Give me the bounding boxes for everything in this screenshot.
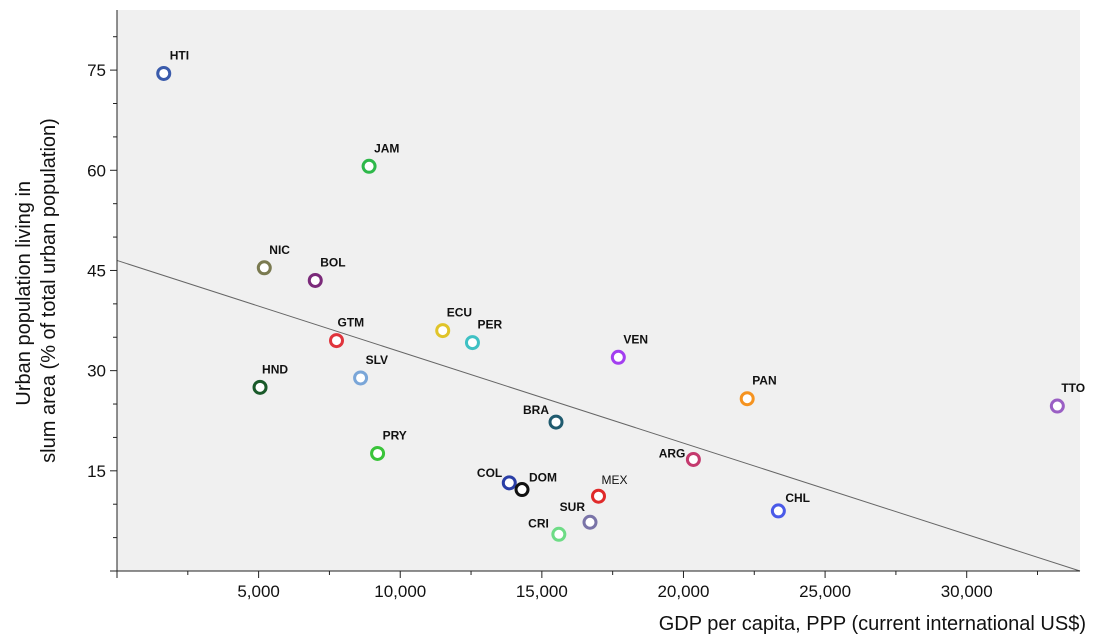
point-label-cri: CRI [528, 516, 549, 530]
point-label-hti: HTI [170, 48, 189, 62]
data-point-cri [551, 526, 567, 542]
data-point-hnd [252, 379, 268, 395]
point-label-bra: BRA [523, 403, 549, 417]
data-point-per [464, 335, 480, 351]
y-tick-label: 30 [87, 362, 106, 381]
y-axis-title-line-2: slum area (% of total urban population) [38, 118, 60, 463]
axes: 5,000 10,000 15,000 20,000 25,000 30,000 15 30 4… [87, 10, 1080, 601]
y-axis-title-line-1: Urban population living in [13, 181, 35, 406]
point-label-col: COL [477, 466, 502, 480]
point-label-dom: DOM [529, 471, 557, 485]
x-axis-title: GDP per capita, PPP (current internation… [659, 613, 1086, 635]
y-axis-title: Urban population living in slum area (% … [13, 118, 60, 463]
data-point-slv [353, 370, 369, 386]
data-point-sur [582, 514, 598, 530]
trend-line [116, 259, 1081, 572]
data-point-bol [307, 272, 323, 288]
point-label-pry: PRY [383, 428, 407, 442]
data-point-col [501, 475, 517, 491]
y-tick-label: 15 [87, 462, 106, 481]
data-point-mex [591, 488, 606, 504]
x-tick-label: 5,000 [237, 582, 280, 601]
plot-area [117, 10, 1080, 571]
point-label-jam: JAM [374, 141, 399, 155]
data-point-jam [361, 158, 377, 174]
point-label-slv: SLV [366, 353, 388, 367]
x-tick-label: 20,000 [657, 582, 709, 601]
point-label-bol: BOL [320, 255, 345, 269]
y-tick-label: 45 [87, 261, 106, 280]
data-point-pry [370, 445, 386, 461]
data-point-nic [256, 260, 272, 276]
data-points: HTI JAM NIC BOL GTM ECU PER VEN HND SLV PAN TTO BRA P… [156, 48, 1085, 542]
data-point-tto [1049, 398, 1065, 414]
point-label-ecu: ECU [447, 306, 472, 320]
point-label-nic: NIC [269, 243, 290, 257]
y-tick-label: 75 [87, 61, 106, 80]
x-tick-label: 10,000 [374, 582, 426, 601]
data-point-chl [770, 503, 786, 519]
x-tick-label: 15,000 [516, 582, 568, 601]
point-label-arg: ARG [659, 446, 686, 460]
data-point-gtm [329, 333, 345, 349]
point-label-chl: CHL [785, 491, 810, 505]
point-label-mex: MEX [602, 473, 628, 487]
data-point-ecu [435, 323, 451, 339]
data-point-ven [610, 349, 626, 365]
x-tick-label: 30,000 [941, 582, 993, 601]
data-point-pan [739, 391, 755, 407]
point-label-per: PER [477, 318, 502, 332]
y-tick-label: 60 [87, 161, 106, 180]
data-point-bra [548, 414, 564, 430]
data-point-arg [685, 451, 701, 467]
point-label-pan: PAN [752, 374, 776, 388]
x-tick-label: 25,000 [799, 582, 851, 601]
point-label-sur: SUR [560, 500, 586, 514]
point-label-gtm: GTM [338, 316, 365, 330]
point-label-tto: TTO [1061, 381, 1085, 395]
data-point-dom [514, 482, 530, 498]
point-label-hnd: HND [262, 362, 288, 376]
point-label-ven: VEN [623, 332, 648, 346]
data-point-hti [156, 65, 172, 81]
